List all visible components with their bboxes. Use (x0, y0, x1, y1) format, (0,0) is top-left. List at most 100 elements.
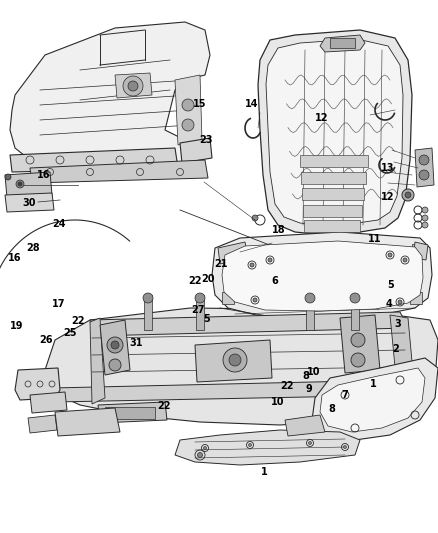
Text: 9: 9 (306, 384, 312, 394)
Text: 17: 17 (52, 299, 65, 309)
Text: 24: 24 (53, 219, 66, 229)
Text: 8: 8 (328, 405, 336, 414)
Circle shape (16, 180, 24, 188)
Polygon shape (312, 358, 438, 440)
Polygon shape (180, 138, 212, 163)
Polygon shape (45, 308, 438, 425)
Text: 18: 18 (272, 225, 285, 235)
Circle shape (398, 300, 402, 304)
Bar (412, 244, 424, 256)
Circle shape (419, 170, 429, 180)
Text: 10: 10 (307, 367, 320, 377)
Circle shape (248, 443, 251, 447)
Polygon shape (415, 148, 434, 187)
Text: 16: 16 (37, 170, 51, 180)
Text: 27: 27 (191, 305, 205, 315)
Text: 19: 19 (10, 321, 23, 331)
Polygon shape (351, 295, 359, 330)
Polygon shape (285, 415, 325, 436)
Circle shape (198, 453, 202, 457)
Circle shape (128, 81, 138, 91)
Circle shape (351, 353, 365, 367)
Polygon shape (52, 380, 408, 402)
Text: 22: 22 (71, 316, 85, 326)
Circle shape (405, 192, 411, 198)
Polygon shape (320, 368, 425, 432)
Circle shape (403, 258, 407, 262)
Polygon shape (98, 402, 167, 423)
Polygon shape (15, 368, 60, 400)
Polygon shape (5, 172, 52, 198)
Text: 31: 31 (129, 338, 143, 348)
Text: 14: 14 (245, 100, 259, 109)
Circle shape (350, 293, 360, 303)
Polygon shape (30, 160, 208, 183)
Circle shape (422, 215, 428, 221)
Circle shape (111, 341, 119, 349)
Text: 8: 8 (302, 372, 309, 381)
Circle shape (422, 207, 428, 213)
Text: 26: 26 (39, 335, 53, 345)
Circle shape (5, 174, 11, 180)
Polygon shape (306, 295, 314, 330)
Circle shape (250, 263, 254, 267)
Polygon shape (196, 295, 204, 330)
Circle shape (252, 215, 258, 221)
Circle shape (305, 293, 315, 303)
Text: 28: 28 (26, 243, 40, 253)
Polygon shape (258, 30, 412, 235)
Bar (222, 292, 234, 304)
Circle shape (18, 182, 22, 186)
Circle shape (388, 253, 392, 257)
Circle shape (182, 99, 194, 111)
Polygon shape (175, 75, 202, 145)
Text: 11: 11 (368, 234, 381, 244)
Text: 25: 25 (64, 328, 77, 337)
Circle shape (182, 119, 194, 131)
Polygon shape (175, 430, 360, 465)
Bar (330, 38, 355, 48)
Circle shape (253, 298, 257, 302)
Circle shape (143, 293, 153, 303)
Bar (303, 205, 362, 217)
Circle shape (422, 222, 428, 228)
Polygon shape (218, 242, 248, 264)
Polygon shape (90, 318, 105, 404)
Bar (301, 172, 366, 184)
Text: 3: 3 (394, 319, 401, 329)
Polygon shape (222, 241, 423, 311)
Text: 13: 13 (381, 163, 395, 173)
Text: 5: 5 (204, 314, 210, 324)
Polygon shape (90, 312, 408, 336)
Text: 21: 21 (215, 260, 228, 269)
Bar (300, 155, 368, 167)
Circle shape (109, 359, 121, 371)
Bar (105, 407, 155, 419)
Text: 10: 10 (271, 398, 284, 407)
Circle shape (268, 258, 272, 262)
Text: 20: 20 (201, 274, 215, 284)
Text: 23: 23 (199, 135, 213, 144)
Polygon shape (55, 408, 120, 436)
Text: 5: 5 (388, 280, 394, 290)
Polygon shape (144, 295, 152, 330)
Text: 30: 30 (23, 198, 36, 207)
Circle shape (204, 447, 206, 449)
Polygon shape (365, 385, 398, 408)
Circle shape (351, 333, 365, 347)
Polygon shape (212, 232, 432, 318)
Text: 1: 1 (370, 379, 377, 389)
Polygon shape (10, 22, 210, 170)
Polygon shape (115, 73, 152, 98)
Polygon shape (10, 148, 178, 172)
Polygon shape (195, 340, 272, 382)
Text: 12: 12 (381, 192, 395, 202)
Circle shape (343, 446, 346, 448)
Polygon shape (340, 315, 380, 373)
Bar (304, 220, 360, 232)
Polygon shape (5, 193, 54, 212)
Text: 15: 15 (193, 100, 206, 109)
Text: 1: 1 (261, 467, 267, 477)
Polygon shape (30, 392, 67, 413)
Polygon shape (266, 39, 403, 226)
